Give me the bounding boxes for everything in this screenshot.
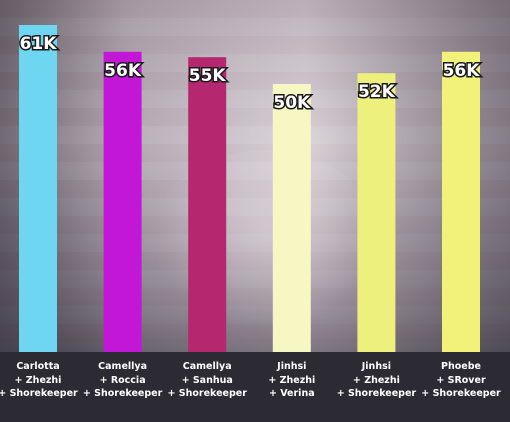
category-label-line: Carlotta [16, 361, 60, 372]
category-label-1: Camellya + Roccia + Shorekeeper [80, 360, 166, 401]
category-label-line: Camellya [98, 361, 148, 372]
bar-4 [357, 73, 396, 352]
category-label-line: + Shorekeeper [421, 388, 501, 399]
data-label-4: 52K [358, 82, 396, 102]
category-label-line: + Verina [268, 388, 315, 399]
bar-1 [103, 51, 142, 352]
data-label-3: 50K [273, 93, 311, 113]
category-label-line: + Shorekeeper [167, 388, 247, 399]
data-label-2: 55K [189, 66, 227, 86]
category-label-line: + Zhezhi [268, 374, 316, 386]
category-label-line: + SRover [436, 374, 486, 386]
category-label-line: + Shorekeeper [336, 388, 417, 399]
category-label-5: Phoebe + SRover + Shorekeeper [418, 360, 504, 401]
bar-chart: 61K 56K 55K 50K 52K 56K [18, 25, 482, 352]
category-label-line: + Roccia [99, 374, 146, 386]
data-labels-layer: 61K 56K 55K 50K 52K 56K [18, 33, 482, 115]
category-label-band: Carlotta + Zhezhi + Shorekeeper Camellya + R… [0, 352, 510, 422]
category-label-line: + Shorekeeper [82, 388, 163, 399]
category-label-line: + Zhezhi [352, 374, 400, 386]
category-label-2: Camellya + Sanhua + Shorekeeper [164, 360, 250, 401]
category-label-line: Camellya [182, 361, 232, 372]
bar-5 [442, 51, 480, 352]
bar-3 [272, 84, 311, 352]
category-label-3: Jinhsi + Zhezhi + Verina [249, 360, 335, 401]
category-label-line: Jinhsi [361, 361, 391, 372]
category-label-line: + Shorekeeper [0, 388, 78, 399]
category-label-4: Jinhsi + Zhezhi + Shorekeeper [333, 360, 419, 401]
data-label-5: 56K [443, 61, 481, 81]
category-label-line: Phoebe [441, 361, 481, 372]
bar-2 [188, 57, 227, 352]
data-label-0: 61K [20, 34, 58, 54]
category-label-0: Carlotta + Zhezhi + Shorekeeper [0, 360, 81, 401]
category-label-line: Jinhsi [277, 361, 307, 372]
category-label-line: + Sanhua [181, 374, 233, 386]
bars-layer [19, 25, 480, 352]
category-label-line: + Zhezhi [14, 374, 62, 386]
bar-0 [19, 25, 57, 352]
data-label-1: 56K [104, 61, 142, 81]
